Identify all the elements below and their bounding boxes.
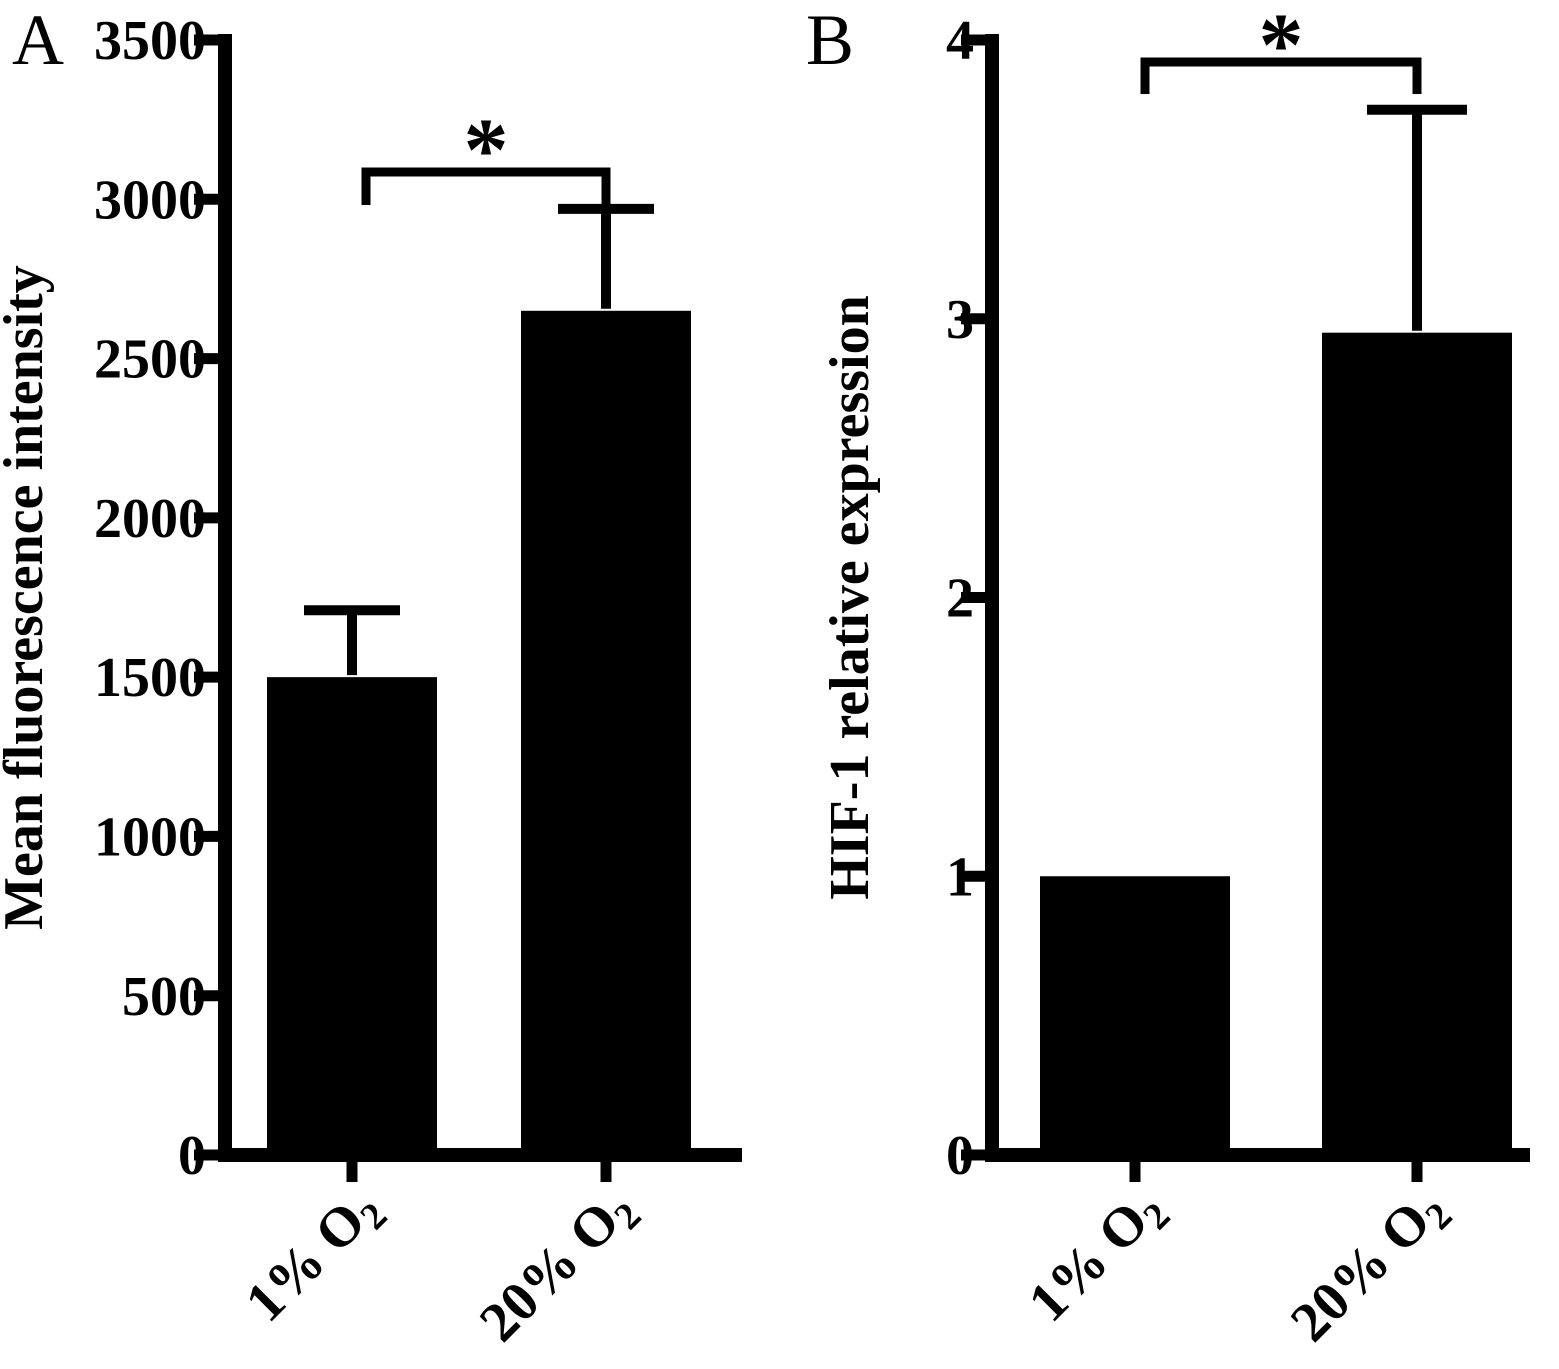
y-axis-title: HIF-1 relative expression [819, 295, 881, 900]
panel-letter-b: B [806, 0, 854, 80]
category-label: 20% O2 [1279, 1176, 1460, 1357]
category-label: 20% O2 [468, 1176, 649, 1357]
bar-2 [521, 310, 691, 1155]
y-tick-label: 0 [178, 1125, 206, 1187]
y-tick-label: 0 [946, 1125, 974, 1187]
y-axis-title: Mean fluorescence intensity [0, 265, 55, 930]
y-tick-label: 1 [946, 846, 974, 908]
category-label: 1% O2 [1017, 1176, 1179, 1338]
y-tick-label: 1000 [94, 806, 206, 868]
significance-star: * [464, 101, 509, 200]
significance-bracket [1140, 57, 1422, 94]
y-tick-label: 2 [946, 568, 974, 630]
significance-star: * [1259, 0, 1304, 95]
y-tick-label: 1500 [94, 647, 206, 709]
y-tick-label: 3 [946, 289, 974, 351]
category-label: 1% O2 [234, 1176, 396, 1338]
y-tick-label: 3000 [94, 169, 206, 231]
bar-2 [1322, 332, 1512, 1155]
bar-1 [267, 677, 437, 1155]
panel-a-chart: A Mean fluorescence intensity 0 500 1000 1500… [0, 0, 742, 1357]
y-tick-label: 3500 [94, 10, 206, 72]
y-tick-label: 4 [946, 10, 974, 72]
y-tick-label: 500 [122, 966, 206, 1028]
y-tick-label: 2500 [94, 329, 206, 391]
chart-svg-b: B HIF-1 relative expression 0 1 2 3 4 1% O2 20% … [806, 0, 1530, 1357]
significance-bracket [361, 167, 611, 205]
panel-letter-a: A [12, 0, 64, 80]
chart-svg-a: A Mean fluorescence intensity 0 500 1000 1500… [0, 0, 742, 1357]
bar-1 [1040, 876, 1230, 1155]
y-tick-label: 2000 [94, 488, 206, 550]
panel-b-chart: B HIF-1 relative expression 0 1 2 3 4 1% O2 20% … [780, 0, 1559, 1369]
